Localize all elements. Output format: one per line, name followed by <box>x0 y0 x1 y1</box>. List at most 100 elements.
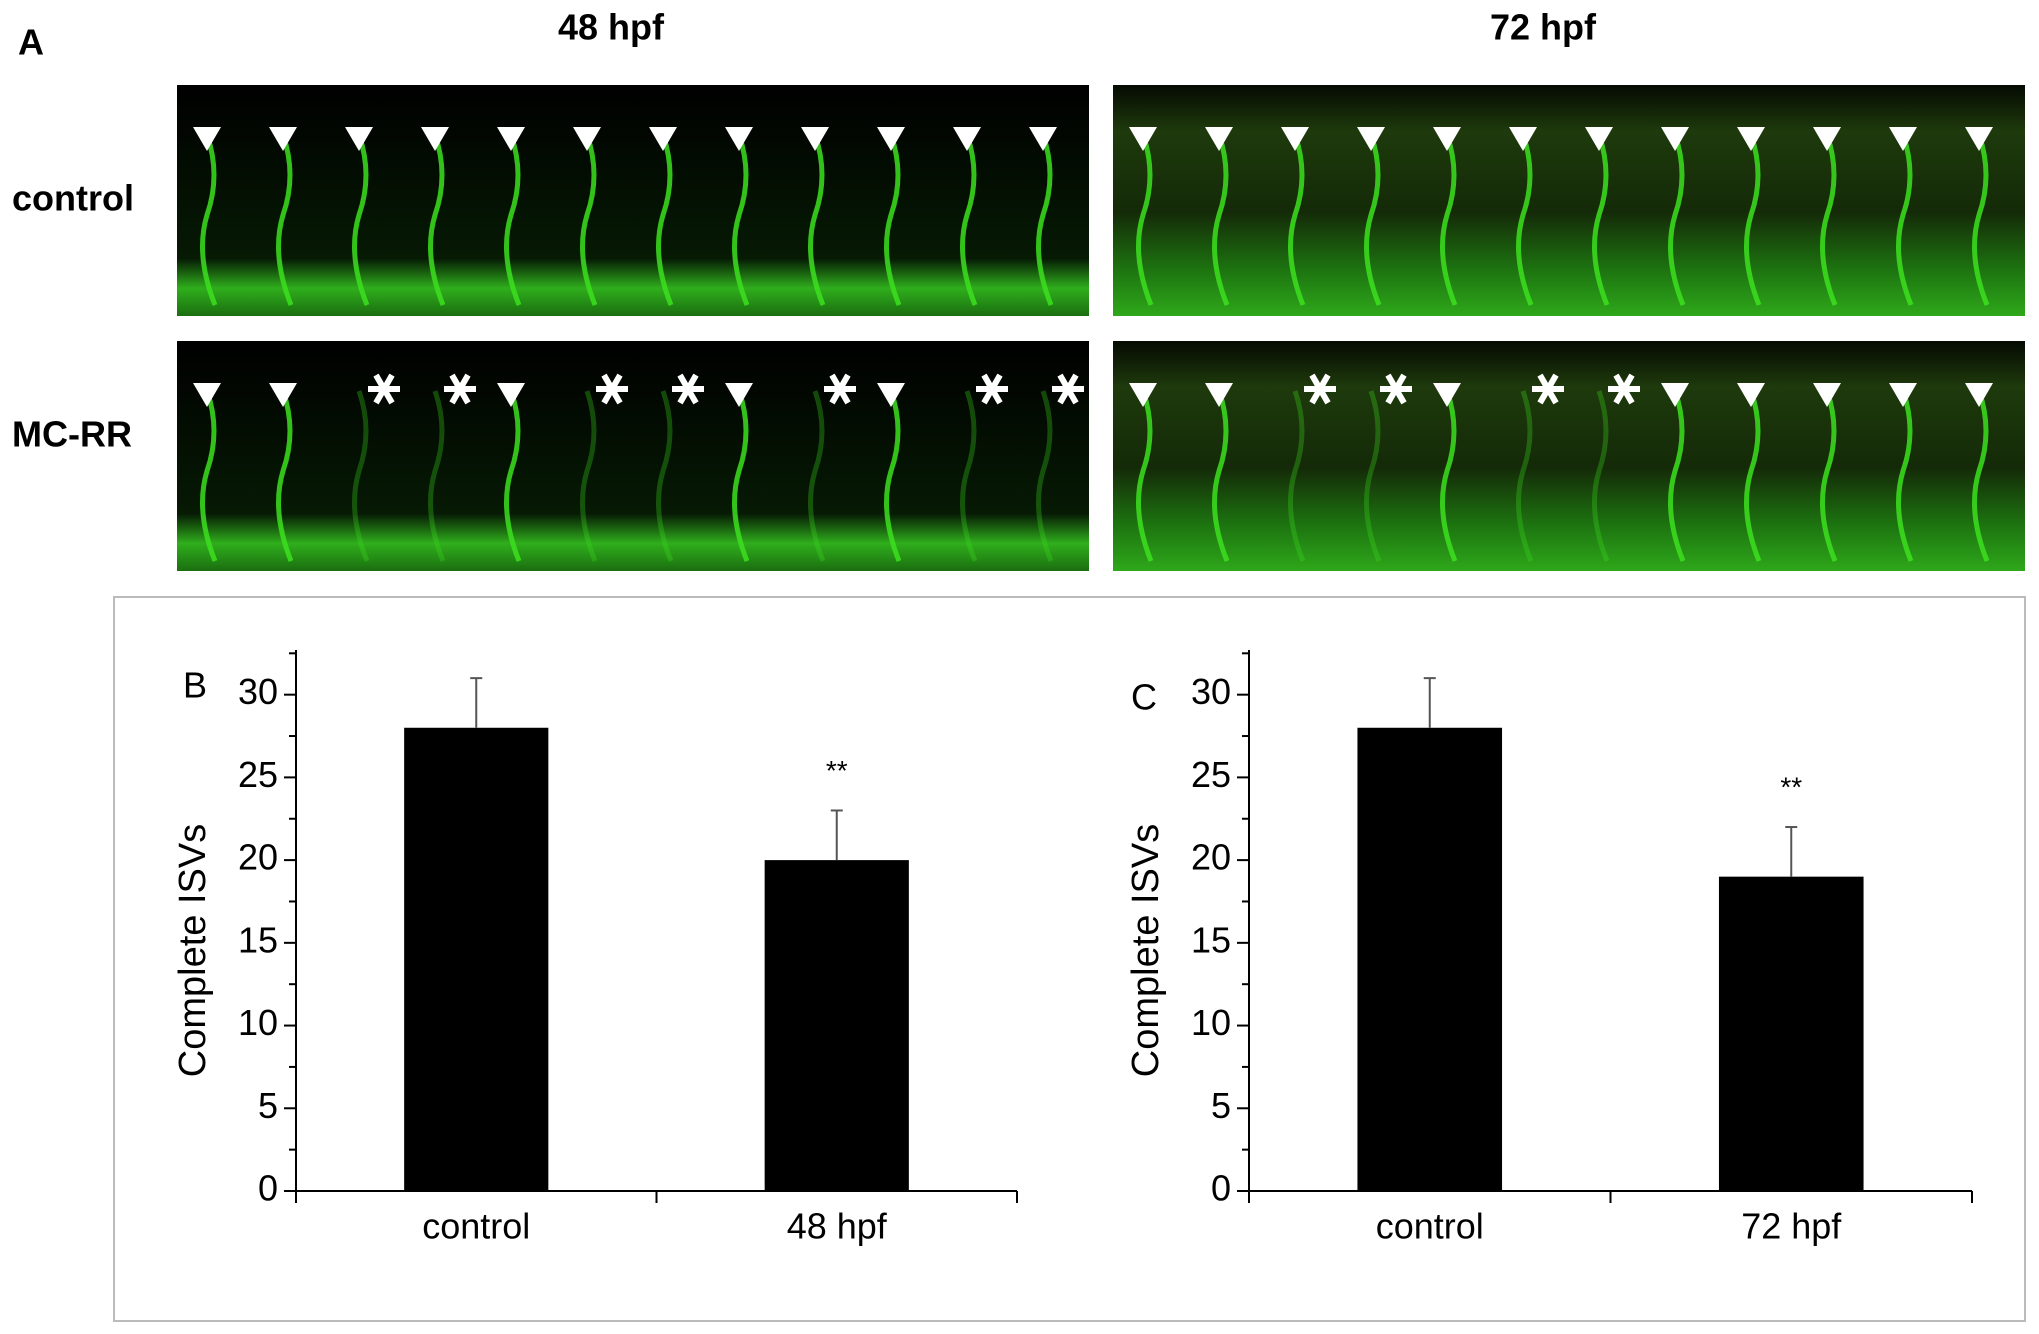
vessel <box>1820 134 1838 306</box>
vessel <box>1668 390 1686 562</box>
arrowhead-marker <box>345 127 373 151</box>
micrograph <box>177 341 1089 571</box>
arrowhead-marker <box>1889 383 1917 407</box>
vessel <box>1896 134 1914 306</box>
asterisk-marker <box>373 373 395 405</box>
vessel <box>1288 390 1306 562</box>
panel-label: B <box>183 665 207 706</box>
y-axis-label: Complete ISVs <box>172 824 214 1077</box>
vessel <box>1136 134 1154 306</box>
vessel <box>1592 390 1610 562</box>
arrowhead-marker <box>1661 383 1689 407</box>
arrowhead-marker <box>1357 127 1385 151</box>
arrowhead-marker <box>1737 383 1765 407</box>
column-label: 72 hpf <box>1490 7 1597 48</box>
arrowhead-marker <box>1965 127 1993 151</box>
arrowhead-marker <box>649 127 677 151</box>
vessel <box>656 134 674 306</box>
y-axis-label: Complete ISVs <box>1125 824 1167 1077</box>
y-tick-label: 25 <box>238 754 278 795</box>
vessel <box>428 390 446 562</box>
arrowhead-marker <box>193 127 221 151</box>
arrowhead-marker <box>1029 127 1057 151</box>
vessel <box>960 390 978 562</box>
vessel <box>1440 134 1458 306</box>
arrowhead-marker <box>421 127 449 151</box>
panel-label: C <box>1131 677 1157 718</box>
arrowhead-marker <box>725 127 753 151</box>
vessel <box>352 390 370 562</box>
arrowhead-marker <box>1205 383 1233 407</box>
chart-frame <box>113 596 2026 1322</box>
significance-label: ** <box>826 755 848 786</box>
vessel <box>960 134 978 306</box>
vessel <box>1440 390 1458 562</box>
vessel <box>1516 134 1534 306</box>
vessel <box>1896 390 1914 562</box>
x-tick-label: 72 hpf <box>1741 1206 1842 1247</box>
vessel <box>1972 390 1990 562</box>
row-label: MC-RR <box>12 414 132 455</box>
asterisk-marker <box>981 373 1003 405</box>
arrowhead-marker <box>1661 127 1689 151</box>
arrowhead-marker <box>1433 383 1461 407</box>
arrowhead-marker <box>1205 127 1233 151</box>
y-tick-label: 0 <box>1211 1168 1231 1209</box>
vessel <box>428 134 446 306</box>
vessel <box>352 134 370 306</box>
y-tick-label: 25 <box>1191 754 1231 795</box>
significance-label: ** <box>1780 771 1802 802</box>
micrograph <box>177 85 1089 316</box>
y-tick-label: 10 <box>1191 1002 1231 1043</box>
arrowhead-marker <box>497 127 525 151</box>
arrowhead-marker <box>573 127 601 151</box>
vessel <box>808 134 826 306</box>
arrowhead-marker <box>1813 383 1841 407</box>
arrowhead-marker <box>725 383 753 407</box>
vessel <box>200 390 218 562</box>
arrowhead-marker <box>801 127 829 151</box>
vessel <box>732 390 750 562</box>
vessel <box>1668 134 1686 306</box>
arrowhead-marker <box>269 383 297 407</box>
arrowhead-marker <box>953 127 981 151</box>
y-tick-label: 5 <box>258 1085 278 1126</box>
arrowhead-marker <box>1509 127 1537 151</box>
micrograph <box>1113 85 2025 316</box>
arrowhead-marker <box>269 127 297 151</box>
asterisk-marker <box>449 373 471 405</box>
column-label: 48 hpf <box>558 7 665 48</box>
vessel <box>1212 390 1230 562</box>
arrowhead-marker <box>1433 127 1461 151</box>
arrowhead-marker <box>1889 127 1917 151</box>
y-tick-label: 20 <box>238 837 278 878</box>
asterisk-marker <box>1309 373 1331 405</box>
row-label: control <box>12 178 134 219</box>
vessel <box>1036 134 1054 306</box>
arrowhead-marker <box>1813 127 1841 151</box>
y-tick-label: 0 <box>258 1168 278 1209</box>
x-tick-label: control <box>1376 1206 1484 1247</box>
vessel <box>732 134 750 306</box>
bar <box>1718 876 1864 1191</box>
vessel <box>1036 390 1054 562</box>
vessel <box>1972 134 1990 306</box>
arrowhead-marker <box>193 383 221 407</box>
vessel <box>1820 390 1838 562</box>
y-tick-label: 30 <box>238 671 278 712</box>
asterisk-marker <box>677 373 699 405</box>
vessel <box>1744 390 1762 562</box>
vessel <box>200 134 218 306</box>
vessel <box>1592 134 1610 306</box>
micrograph <box>1113 341 2025 571</box>
vessel <box>884 390 902 562</box>
vessel <box>1744 134 1762 306</box>
bar <box>1357 727 1503 1191</box>
vessel <box>1288 134 1306 306</box>
bar <box>404 727 549 1191</box>
arrowhead-marker <box>1737 127 1765 151</box>
vessel <box>1364 390 1382 562</box>
vessel <box>580 390 598 562</box>
y-tick-label: 15 <box>1191 919 1231 960</box>
